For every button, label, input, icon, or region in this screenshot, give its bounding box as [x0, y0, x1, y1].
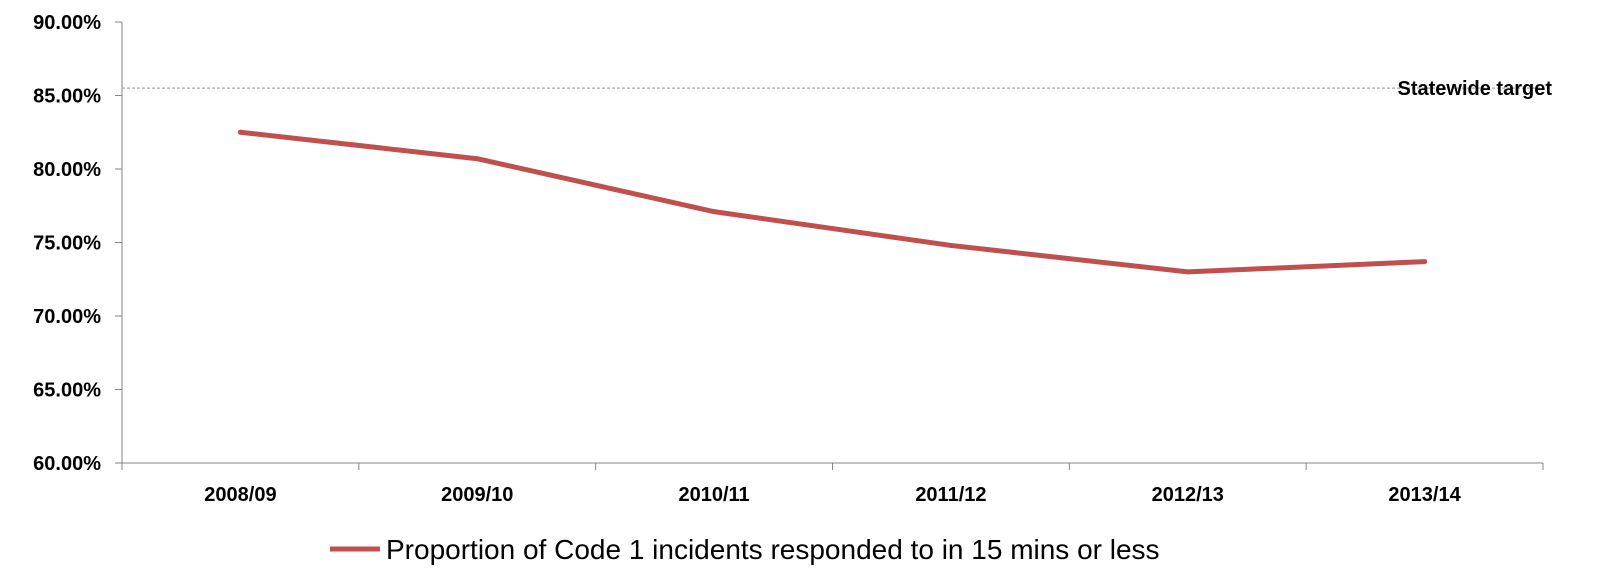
data-point [711, 209, 717, 215]
x-tick-label: 2012/13 [1152, 484, 1224, 506]
data-point [237, 129, 243, 135]
data-point [474, 156, 480, 162]
data-point [1422, 259, 1428, 265]
y-tick-label: 70.00% [33, 306, 101, 328]
y-tick-label: 60.00% [33, 453, 101, 475]
x-tick-label: 2009/10 [441, 484, 513, 506]
y-axis: 60.00% 65.00% 70.00% 75.00% 80.00% 85.00% 90.0… [33, 12, 123, 475]
series-group [237, 129, 1428, 275]
legend: Proportion of Code 1 incidents responded… [330, 534, 1160, 565]
y-tick-label: 90.00% [33, 12, 101, 34]
x-tick-label: 2013/14 [1388, 484, 1461, 506]
y-tick-label: 80.00% [33, 159, 101, 181]
data-point [948, 242, 954, 248]
y-tick-label: 65.00% [33, 380, 101, 402]
data-point [1185, 269, 1191, 275]
series-line [237, 129, 1428, 275]
x-axis: 2008/09 2009/10 2010/11 2011/12 2012/13 2013/… [121, 462, 1544, 506]
x-tick-label: 2011/12 [915, 484, 986, 506]
x-tick-label: 2010/11 [678, 484, 749, 506]
y-tick-label: 75.00% [33, 233, 101, 255]
y-tick-label: 85.00% [33, 86, 101, 108]
legend-label: Proportion of Code 1 incidents responded… [386, 534, 1160, 565]
target-label: Statewide target [1398, 78, 1553, 100]
statewide-target-reference: Statewide target [122, 78, 1552, 100]
x-tick-label: 2008/09 [204, 484, 276, 506]
